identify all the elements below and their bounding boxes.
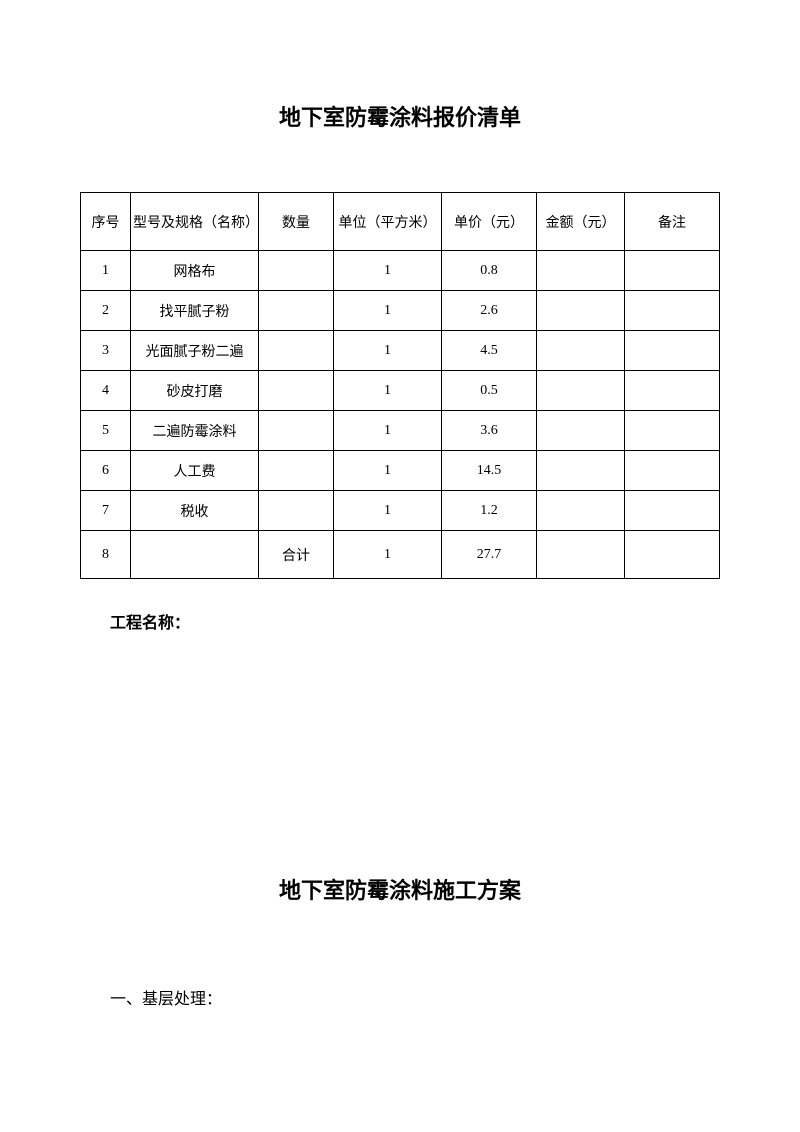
cell-price: 14.5 (442, 451, 537, 491)
cell-qty (259, 371, 334, 411)
cell-spec: 税收 (131, 491, 259, 531)
cell-qty (259, 451, 334, 491)
cell-amount (537, 251, 625, 291)
cell-note (625, 411, 720, 451)
cell-unit: 1 (334, 411, 442, 451)
cell-unit: 1 (334, 371, 442, 411)
col-header-price: 单价（元） (442, 193, 537, 251)
cell-spec (131, 531, 259, 579)
cell-amount (537, 451, 625, 491)
cell-qty: 合计 (259, 531, 334, 579)
cell-unit: 1 (334, 491, 442, 531)
cell-spec: 光面腻子粉二遍 (131, 331, 259, 371)
cell-unit: 1 (334, 331, 442, 371)
cell-qty (259, 251, 334, 291)
cell-spec: 网格布 (131, 251, 259, 291)
cell-note (625, 531, 720, 579)
cell-seq: 2 (81, 291, 131, 331)
cell-price: 0.5 (442, 371, 537, 411)
col-header-unit: 单位（平方米） (334, 193, 442, 251)
cell-unit: 1 (334, 291, 442, 331)
table-row: 8 合计 1 27.7 (81, 531, 720, 579)
col-header-spec: 型号及规格（名称） (131, 193, 259, 251)
quote-table: 序号 型号及规格（名称） 数量 单位（平方米） 单价（元） 金额（元） 备注 1… (80, 192, 720, 579)
cell-seq: 3 (81, 331, 131, 371)
cell-amount (537, 331, 625, 371)
cell-amount (537, 411, 625, 451)
cell-spec: 二遍防霉涂料 (131, 411, 259, 451)
cell-seq: 5 (81, 411, 131, 451)
cell-seq: 6 (81, 451, 131, 491)
cell-qty (259, 291, 334, 331)
cell-unit: 1 (334, 251, 442, 291)
col-header-amount: 金额（元） (537, 193, 625, 251)
cell-spec: 找平腻子粉 (131, 291, 259, 331)
cell-spec: 人工费 (131, 451, 259, 491)
cell-amount (537, 491, 625, 531)
cell-unit: 1 (334, 531, 442, 579)
cell-price: 1.2 (442, 491, 537, 531)
cell-price: 0.8 (442, 251, 537, 291)
cell-price: 3.6 (442, 411, 537, 451)
cell-price: 27.7 (442, 531, 537, 579)
cell-note (625, 371, 720, 411)
cell-amount (537, 531, 625, 579)
cell-seq: 1 (81, 251, 131, 291)
cell-unit: 1 (334, 451, 442, 491)
table-row: 3 光面腻子粉二遍 1 4.5 (81, 331, 720, 371)
spacer (80, 633, 720, 873)
cell-seq: 8 (81, 531, 131, 579)
project-name-label: 工程名称： (110, 609, 720, 633)
cell-note (625, 251, 720, 291)
cell-amount (537, 291, 625, 331)
page-title-2: 地下室防霉涂料施工方案 (80, 873, 720, 905)
col-header-qty: 数量 (259, 193, 334, 251)
cell-qty (259, 411, 334, 451)
cell-spec: 砂皮打磨 (131, 371, 259, 411)
cell-amount (537, 371, 625, 411)
table-row: 7 税收 1 1.2 (81, 491, 720, 531)
cell-note (625, 291, 720, 331)
col-header-note: 备注 (625, 193, 720, 251)
cell-note (625, 331, 720, 371)
col-header-seq: 序号 (81, 193, 131, 251)
table-row: 4 砂皮打磨 1 0.5 (81, 371, 720, 411)
table-row: 6 人工费 1 14.5 (81, 451, 720, 491)
cell-note (625, 451, 720, 491)
cell-price: 4.5 (442, 331, 537, 371)
page-title-1: 地下室防霉涂料报价清单 (80, 100, 720, 132)
cell-qty (259, 491, 334, 531)
section-header: 一、基层处理： (110, 985, 720, 1009)
table-body: 1 网格布 1 0.8 2 找平腻子粉 1 2.6 3 光面腻子粉二遍 1 4.… (81, 251, 720, 579)
table-row: 5 二遍防霉涂料 1 3.6 (81, 411, 720, 451)
table-row: 2 找平腻子粉 1 2.6 (81, 291, 720, 331)
cell-price: 2.6 (442, 291, 537, 331)
table-header-row: 序号 型号及规格（名称） 数量 单位（平方米） 单价（元） 金额（元） 备注 (81, 193, 720, 251)
cell-seq: 4 (81, 371, 131, 411)
cell-seq: 7 (81, 491, 131, 531)
cell-qty (259, 331, 334, 371)
cell-note (625, 491, 720, 531)
table-row: 1 网格布 1 0.8 (81, 251, 720, 291)
